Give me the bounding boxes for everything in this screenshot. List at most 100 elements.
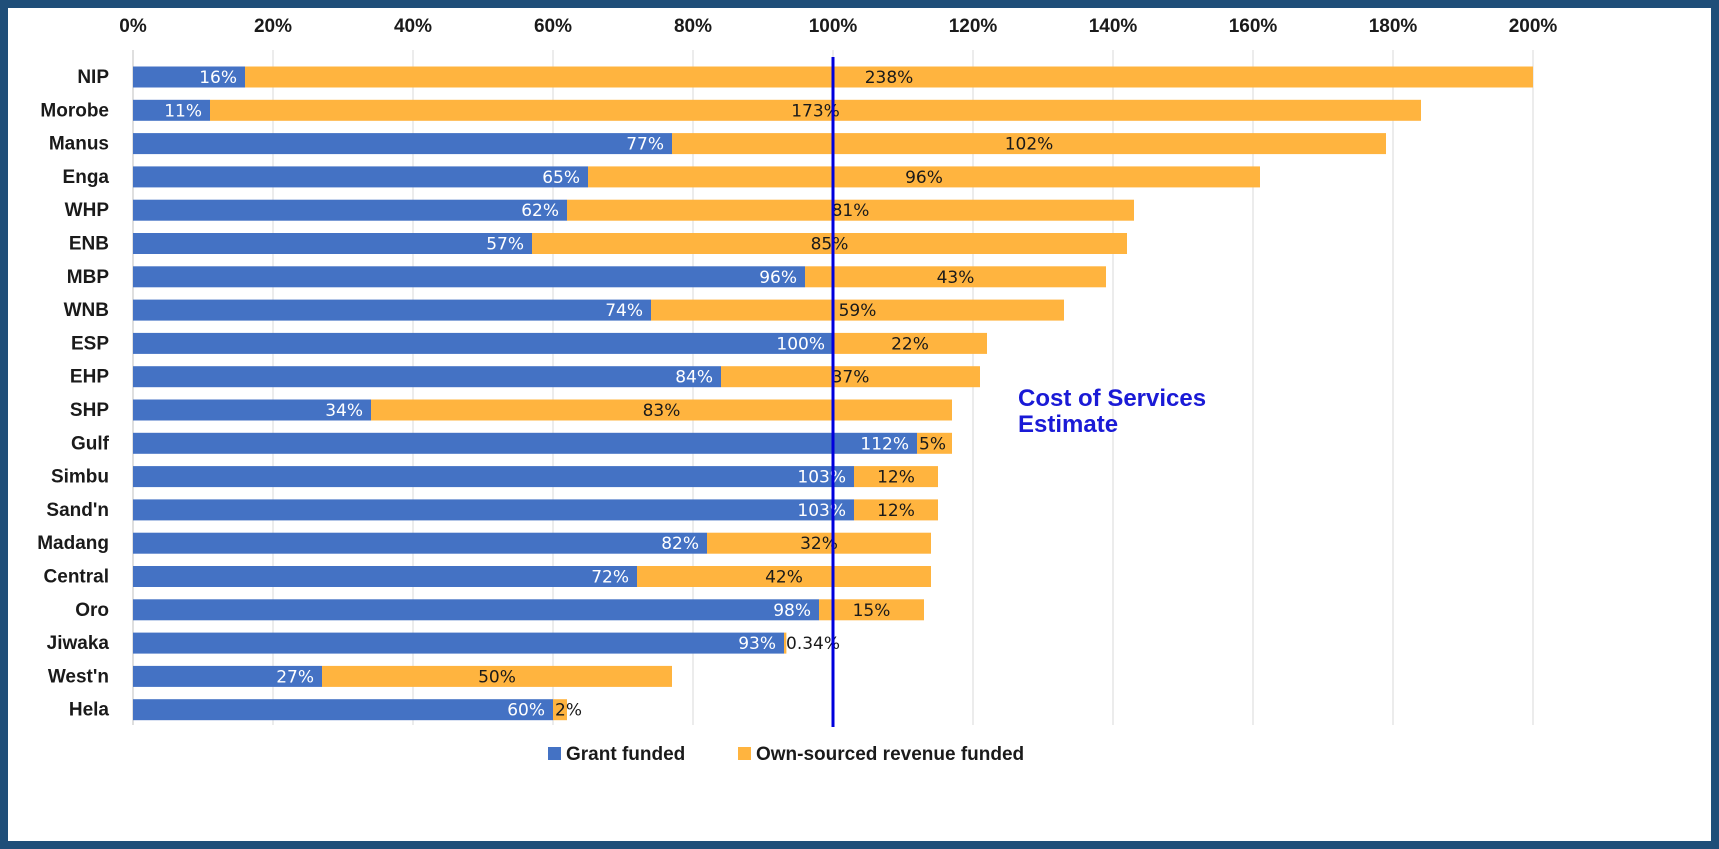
bar-own-source: [588, 166, 1260, 188]
data-label-own-source: 5%: [919, 434, 946, 454]
data-label-grant: 11%: [164, 101, 202, 121]
data-label-own-source: 32%: [800, 534, 838, 554]
x-tick-label: 40%: [394, 16, 432, 37]
bar-own-source: [854, 466, 938, 488]
data-label-own-source: 85%: [811, 235, 849, 255]
bar-grant: [133, 665, 322, 687]
category-label: WHP: [65, 200, 110, 221]
bar-grant: [133, 632, 784, 654]
category-label: Sand'n: [46, 500, 109, 521]
data-label-grant: 82%: [661, 534, 699, 554]
x-tick-label: 140%: [1089, 16, 1138, 37]
bar-grant: [133, 499, 854, 521]
category-label: SHP: [70, 400, 109, 421]
bar-own-source: [532, 233, 1127, 254]
bar-grant: [133, 233, 532, 254]
legend-label: Grant funded: [566, 744, 685, 765]
data-label-own-source: 37%: [832, 368, 870, 388]
data-label-grant: 27%: [276, 667, 314, 687]
bar-own-source: [245, 66, 1533, 88]
bar-own-source: [707, 532, 931, 554]
bar-own-source: [917, 432, 952, 454]
bar-grant: [133, 266, 805, 288]
category-label: WNB: [64, 300, 109, 321]
bar-own-source: [567, 199, 1134, 221]
data-label-grant: 62%: [521, 201, 559, 221]
category-label: Gulf: [71, 433, 110, 454]
bar-own-source: [637, 566, 931, 587]
bar-grant: [133, 566, 637, 587]
category-label: West'n: [48, 666, 109, 687]
x-tick-label: 0%: [119, 16, 147, 37]
bar-own-source: [371, 399, 952, 421]
bar-grant: [133, 432, 917, 454]
category-label: Central: [44, 567, 109, 588]
x-tick-label: 80%: [674, 16, 712, 37]
data-label-grant: 16%: [199, 68, 237, 88]
bar-grant: [133, 332, 833, 354]
x-tick-label: 180%: [1369, 16, 1418, 37]
reference-line-label: Cost of Services: [1018, 385, 1206, 412]
x-tick-label: 200%: [1509, 16, 1558, 37]
category-label: Enga: [63, 167, 110, 188]
category-label: Madang: [37, 533, 109, 554]
category-label: Jiwaka: [47, 633, 110, 654]
data-label-own-source: 50%: [478, 667, 516, 687]
category-label: Oro: [75, 600, 109, 621]
data-label-own-source: 0.34%: [786, 634, 840, 654]
data-label-own-source: 22%: [891, 334, 929, 354]
data-label-own-source: 42%: [765, 568, 803, 588]
bar-grant: [133, 466, 854, 488]
data-label-grant: 60%: [507, 701, 545, 721]
data-label-grant: 103%: [797, 468, 846, 488]
bar-grant: [133, 532, 707, 554]
data-label-own-source: 83%: [643, 401, 681, 421]
bar-grant: [133, 699, 553, 721]
chart-frame: 0% 20% 40% 60% 80% 100% 120% 140% 160% 180% 200% N…: [8, 8, 1711, 841]
bar-own-source: [784, 632, 787, 654]
category-label: NIP: [77, 67, 109, 88]
bars: [133, 66, 1533, 721]
bar-own-source: [651, 299, 1064, 321]
bar-own-source: [672, 133, 1386, 155]
bar-grant: [133, 99, 210, 121]
data-label-own-source: 173%: [791, 101, 840, 121]
data-label-grant: 100%: [776, 334, 825, 354]
bar-own-source: [854, 499, 938, 521]
data-label-grant: 96%: [759, 268, 797, 288]
category-label: ENB: [69, 234, 109, 255]
bar-own-source: [819, 599, 924, 621]
data-label-grant: 65%: [542, 168, 580, 188]
stacked-bar-chart: 0% 20% 40% 60% 80% 100% 120% 140% 160% 180% 200% N…: [37, 16, 1558, 765]
category-label: Morobe: [40, 100, 109, 121]
bar-grant: [133, 399, 371, 421]
bar-own-source: [553, 699, 567, 721]
category-labels: NIP Morobe Manus Enga WHP ENB MBP WNB ESP EHP SHP G…: [37, 67, 109, 721]
bar-grant: [133, 299, 651, 321]
category-label: MBP: [67, 267, 110, 288]
data-label-grant: 103%: [797, 501, 846, 521]
legend: Grant funded Own-sourced revenue funded: [548, 744, 1024, 765]
category-label: Manus: [49, 134, 109, 155]
reference-line-label: Estimate: [1018, 411, 1118, 438]
legend-swatch: [548, 747, 561, 760]
x-tick-label: 20%: [254, 16, 292, 37]
category-label: Hela: [69, 700, 110, 721]
x-tick-label: 60%: [534, 16, 572, 37]
data-label-own-source: 59%: [839, 301, 877, 321]
bar-own-source: [210, 99, 1421, 121]
x-tick-label: 100%: [809, 16, 858, 37]
legend-swatch: [738, 747, 751, 760]
data-label-grant: 34%: [325, 401, 363, 421]
category-label: Simbu: [51, 467, 109, 488]
data-label-grant: 98%: [773, 601, 811, 621]
data-label-grant: 112%: [860, 434, 909, 454]
category-label: EHP: [70, 367, 109, 388]
bar-grant: [133, 66, 245, 88]
legend-label: Own-sourced revenue funded: [756, 744, 1024, 765]
data-label-own-source: 43%: [937, 268, 975, 288]
data-label-grant: 57%: [486, 235, 524, 255]
x-tick-label: 160%: [1229, 16, 1278, 37]
data-label-own-source: 2%: [555, 701, 582, 721]
